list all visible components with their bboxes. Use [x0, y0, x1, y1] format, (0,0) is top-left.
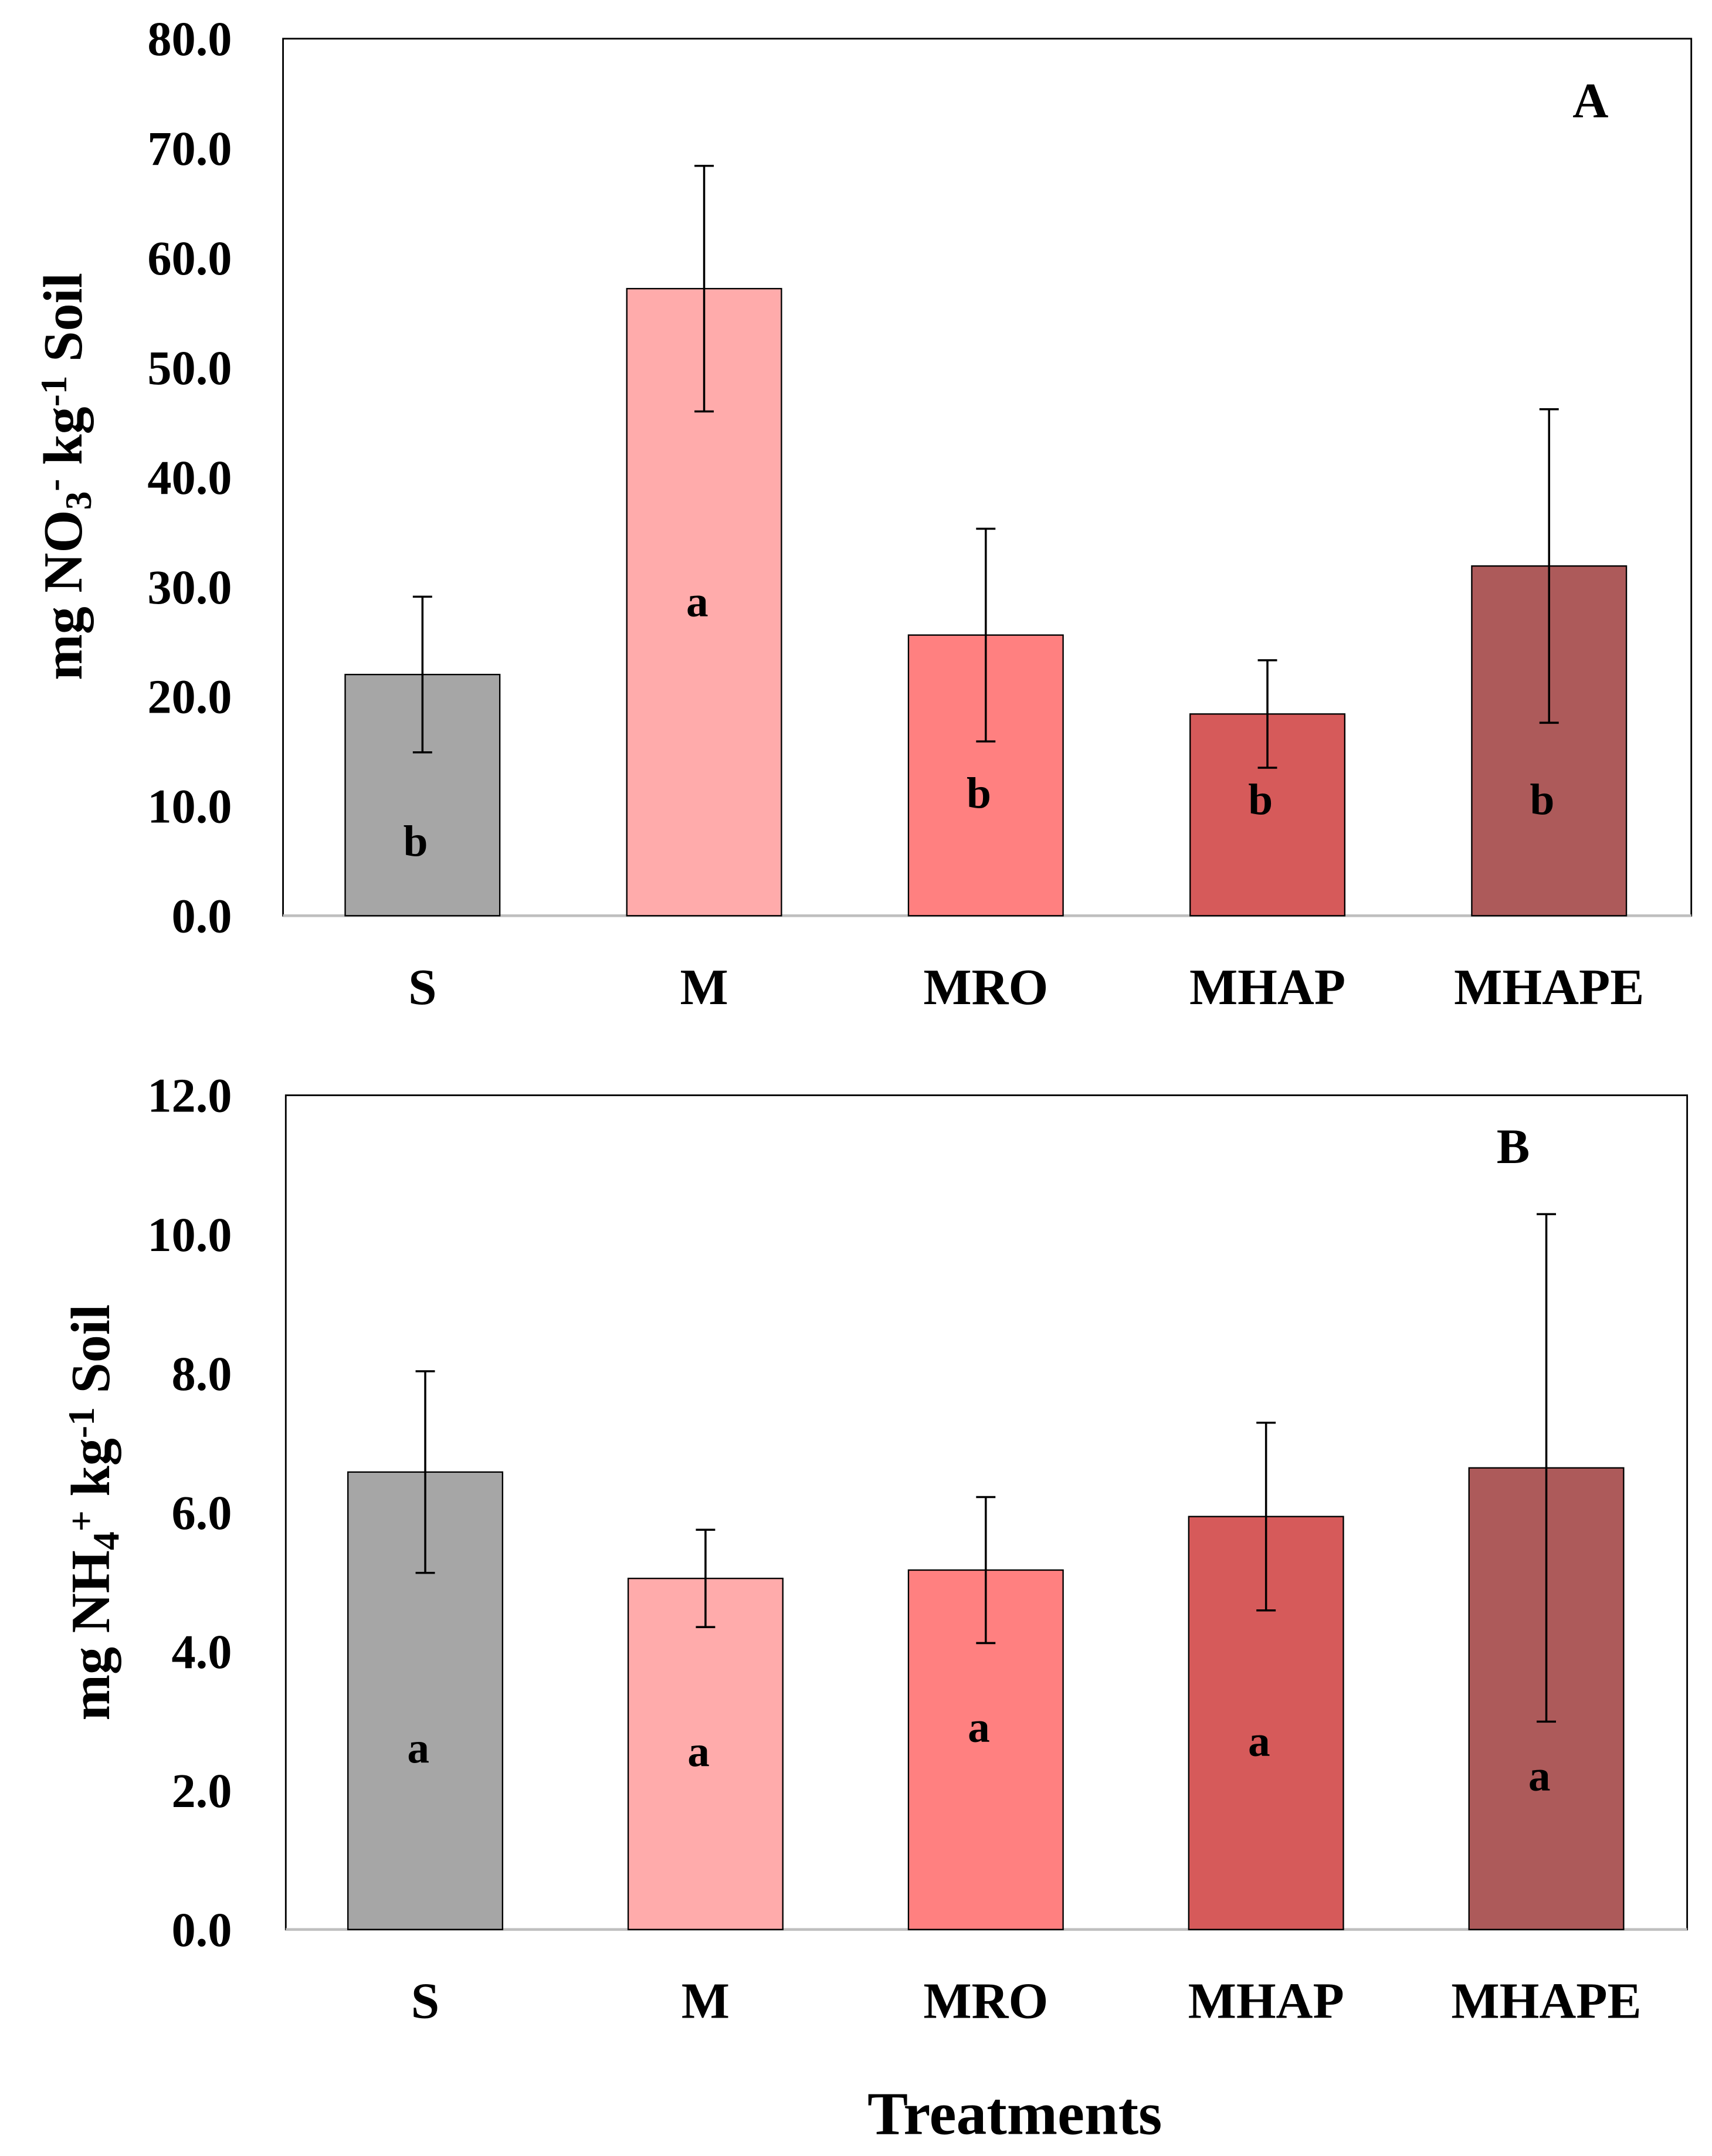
significance-letter: a — [407, 1724, 429, 1772]
bar-m — [627, 1578, 784, 1930]
y-tick-label: 70.0 — [147, 122, 232, 175]
y-axis-label-part: 4 — [85, 1531, 127, 1550]
significance-letter: b — [404, 818, 428, 866]
y-tick-label: 10.0 — [147, 780, 232, 833]
error-bar — [1537, 1213, 1556, 1723]
y-tick-label: 40.0 — [147, 451, 232, 504]
y-axis-label-part: mg NH — [60, 1550, 121, 1720]
error-bar — [696, 1528, 716, 1628]
significance-letter: a — [968, 1703, 990, 1752]
y-axis-label-part: - — [33, 479, 74, 491]
y-axis-label-part: Soil — [60, 1304, 121, 1407]
y-tick-label: 0.0 — [171, 890, 232, 943]
y-tick-label: 60.0 — [147, 232, 232, 285]
x-tick-label: MHAPE — [1454, 958, 1644, 1015]
y-tick-label: 6.0 — [171, 1486, 232, 1540]
y-axis-label-part: 3 — [57, 491, 99, 510]
x-tick-label: S — [411, 1972, 439, 2029]
y-axis-label-part: kg — [60, 1438, 121, 1510]
significance-letter: b — [1248, 776, 1273, 825]
y-tick-label: 12.0 — [147, 1069, 232, 1123]
x-tick-label: M — [680, 958, 728, 1015]
error-bar — [976, 1496, 996, 1645]
y-tick-label: 0.0 — [171, 1903, 232, 1957]
y-tick-label: 80.0 — [147, 12, 232, 66]
y-tick-label: 30.0 — [147, 561, 232, 614]
significance-letter: a — [1248, 1717, 1270, 1765]
error-bar — [1256, 1421, 1276, 1612]
panel-b: 0.0 2.0 4.0 6.0 8.0 10.0 12.0 a Sa Ma MRO a MHAP a MHA… — [60, 1069, 1689, 2147]
x-tick-label: MHAP — [1188, 1972, 1344, 2029]
y-axis-label-part: -1 — [33, 375, 74, 406]
y-axis-label-part: + — [60, 1510, 102, 1531]
y-tick-label: 4.0 — [171, 1625, 232, 1679]
error-bar — [412, 595, 432, 754]
x-tick-label: MRO — [923, 1972, 1048, 2029]
y-axis-label-part: mg NO — [33, 510, 94, 680]
y-axis-label-part: kg — [33, 406, 94, 479]
error-bar — [1257, 659, 1277, 769]
x-tick-label: MRO — [923, 958, 1048, 1015]
y-axis-label-part: Soil — [33, 273, 94, 375]
significance-letter: b — [1530, 776, 1555, 825]
significance-letter: a — [686, 577, 708, 626]
y-axis-label: mg NH4+ kg-1 Soil — [60, 1304, 127, 1721]
y-axis-label: mg NO3- kg-1 Soil — [33, 273, 99, 680]
y-tick-label: 50.0 — [147, 341, 232, 395]
panel-label: B — [1497, 1119, 1530, 1174]
error-bar — [415, 1370, 435, 1574]
y-tick-label: 2.0 — [171, 1764, 232, 1818]
x-axis-label: Treatments — [867, 2080, 1162, 2147]
error-bar — [976, 527, 996, 743]
panel-label: A — [1572, 73, 1608, 128]
x-tick-label: M — [682, 1972, 730, 2029]
x-tick-label: MHAP — [1189, 958, 1345, 1015]
y-tick-label: 20.0 — [147, 670, 232, 724]
x-tick-label: S — [408, 958, 436, 1015]
error-bar — [1539, 408, 1559, 724]
y-tick-label: 8.0 — [171, 1347, 232, 1401]
significance-letter: b — [967, 769, 991, 818]
significance-letter: a — [1528, 1752, 1551, 1801]
y-axis-label-part: -1 — [60, 1407, 102, 1438]
significance-letter: a — [687, 1727, 710, 1776]
y-tick-label: 10.0 — [147, 1208, 232, 1262]
error-bar — [694, 164, 714, 413]
panel-a: 0.0 10.0 20.0 30.0 40.0 50.0 60.0 70.0 80.0 b Sa Mb… — [33, 12, 1693, 1015]
x-tick-label: MHAPE — [1451, 1972, 1641, 2029]
